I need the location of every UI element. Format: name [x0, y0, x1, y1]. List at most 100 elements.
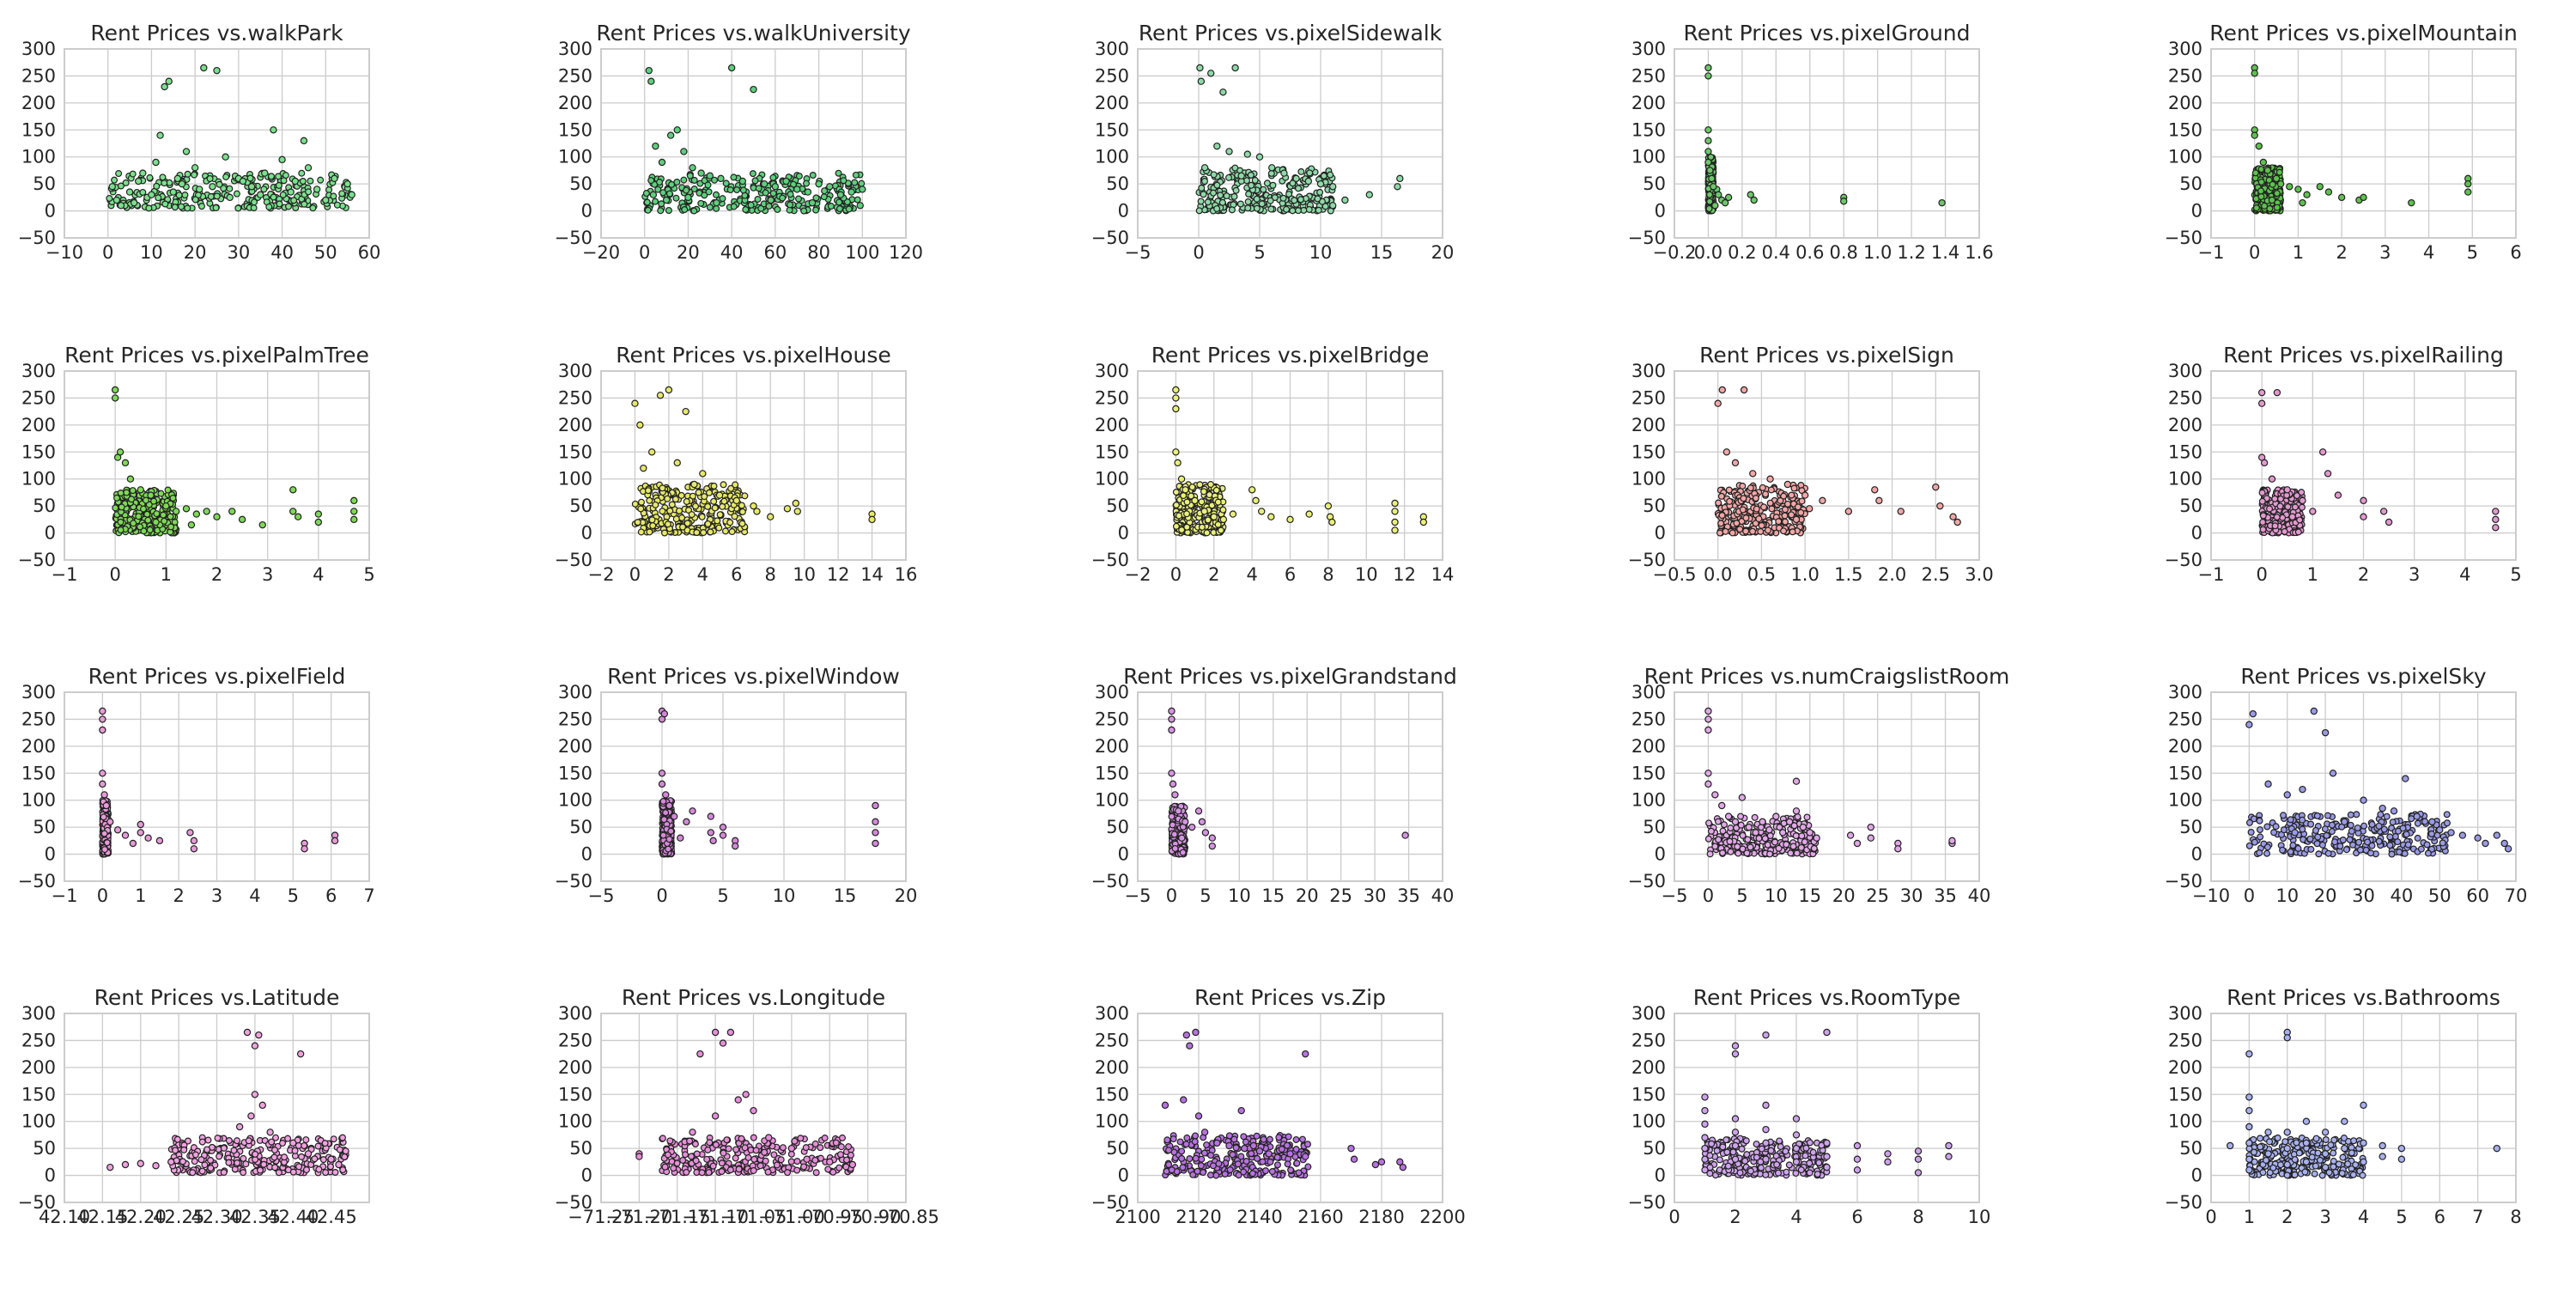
data-point [1745, 823, 1753, 831]
x-tick-label: 3 [262, 564, 273, 585]
data-point [2299, 496, 2306, 505]
data-point [747, 201, 755, 209]
data-point [647, 77, 655, 85]
data-point [150, 497, 158, 505]
data-point [680, 148, 688, 155]
data-point [2323, 831, 2330, 839]
data-point [2299, 825, 2306, 833]
data-point [658, 780, 666, 788]
data-point [1253, 204, 1261, 212]
data-point [191, 171, 198, 179]
data-point [190, 845, 198, 853]
x-tick-label: 5 [363, 564, 374, 585]
data-point [1720, 821, 1728, 829]
data-point [2383, 812, 2391, 820]
data-point [145, 204, 153, 212]
data-point [2245, 721, 2253, 728]
data-point [112, 196, 121, 204]
y-tick-label: 300 [21, 361, 56, 381]
data-point [1217, 192, 1224, 199]
data-point [1743, 849, 1751, 857]
data-point [290, 197, 298, 204]
x-tick-label: 15 [1798, 885, 1821, 906]
data-point [1267, 169, 1275, 177]
x-tick-label: 8 [1322, 564, 1334, 585]
data-point [289, 486, 297, 494]
data-point [250, 204, 258, 212]
data-point [203, 508, 210, 515]
data-point [851, 179, 859, 186]
x-tick-label: 3 [2409, 564, 2420, 585]
x-tick-label: 50 [2428, 885, 2451, 906]
data-point [2312, 826, 2319, 834]
data-point [2347, 821, 2354, 829]
data-point [165, 77, 173, 85]
data-point [642, 190, 650, 198]
data-point [1188, 484, 1196, 491]
data-point [280, 177, 288, 185]
data-point [2318, 841, 2326, 849]
data-point [1704, 726, 1712, 734]
data-point [657, 207, 665, 215]
data-point [1747, 843, 1754, 851]
subplot-title: Rent Prices vs.pixelHouse [616, 343, 890, 368]
data-point [1320, 172, 1327, 180]
data-point [204, 1136, 212, 1144]
data-point [751, 177, 759, 185]
x-tick-label: 0 [629, 564, 641, 585]
data-point [1739, 482, 1747, 490]
data-point [1793, 849, 1801, 857]
data-point [270, 126, 277, 134]
x-tick-label: 0.4 [1762, 242, 1790, 263]
data-point [123, 489, 131, 496]
x-tick-label: 0.0 [1694, 242, 1722, 263]
data-point [350, 508, 358, 515]
data-point [1797, 508, 1805, 516]
data-point [116, 448, 125, 456]
data-point [631, 500, 639, 508]
data-point [2474, 834, 2482, 842]
data-point [161, 517, 168, 525]
y-tick-label: 0 [581, 844, 592, 865]
data-point [2251, 169, 2259, 177]
y-tick-label: 0 [45, 523, 56, 544]
x-tick-label: 6 [731, 564, 742, 585]
x-tick-label: 2 [663, 564, 674, 585]
x-tick-label: 1.6 [1965, 242, 1993, 263]
x-tick-label: 0 [1170, 564, 1182, 585]
data-point [1244, 204, 1252, 212]
data-point [222, 173, 230, 180]
data-point [343, 180, 351, 188]
data-point [1784, 500, 1792, 508]
data-point [2298, 503, 2306, 511]
data-point [804, 188, 812, 196]
data-point [668, 501, 676, 508]
data-point [2408, 198, 2415, 207]
data-point [197, 203, 205, 210]
y-tick-label: 0 [2191, 844, 2202, 865]
data-point [1244, 198, 1252, 205]
y-tick-label: 150 [21, 119, 56, 140]
y-tick-label: 250 [21, 709, 56, 729]
data-point [1172, 522, 1180, 530]
x-tick-label: 0 [109, 564, 120, 585]
data-point [1206, 481, 1214, 489]
data-point [2299, 198, 2306, 207]
data-point [1867, 823, 1874, 831]
x-tick-label: 10 [1765, 885, 1788, 906]
data-point [793, 508, 801, 515]
data-point [2379, 804, 2386, 812]
data-point [677, 834, 684, 842]
data-point [178, 180, 186, 188]
x-tick-label: 2 [173, 885, 184, 906]
x-tick-label: 2 [2358, 564, 2369, 585]
data-point [1182, 486, 1189, 494]
data-point [1744, 836, 1752, 843]
y-tick-label: 50 [1106, 173, 1129, 194]
data-point [732, 842, 739, 850]
data-point [1819, 496, 1826, 505]
data-point [136, 523, 143, 531]
data-point [1792, 832, 1800, 840]
y-tick-label: 250 [2168, 387, 2202, 408]
data-point [2360, 822, 2368, 830]
